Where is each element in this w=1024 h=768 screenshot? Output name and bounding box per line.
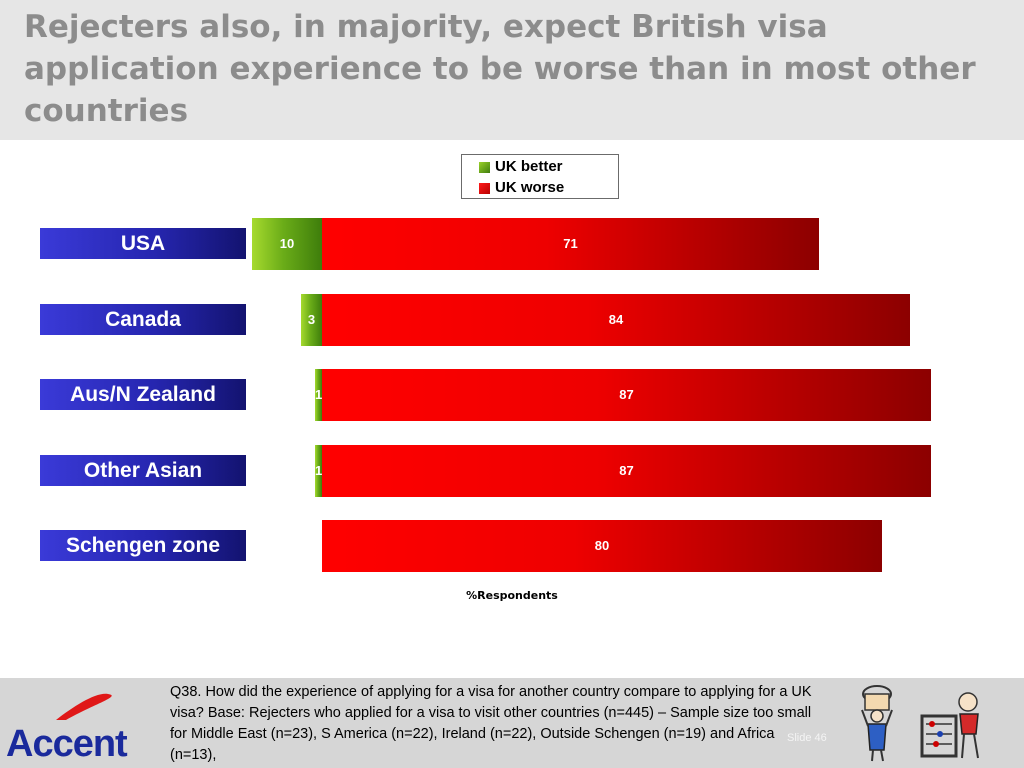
bar-uk-worse [322, 520, 882, 572]
title-banner [0, 0, 1024, 140]
category-label: USA [40, 228, 246, 259]
data-label-uk-better: 1 [315, 387, 323, 402]
data-label-uk-worse: 71 [563, 236, 578, 251]
data-label-uk-worse: 84 [608, 312, 624, 327]
accent-logo [56, 693, 112, 720]
x-axis-label: %Respondents [466, 589, 558, 602]
bar-uk-worse [322, 294, 910, 346]
bar-uk-worse [322, 218, 819, 270]
data-label-uk-better: 3 [307, 312, 316, 327]
legend-swatch-worse [479, 183, 490, 194]
bar-uk-better [301, 294, 322, 346]
page-title: Rejecters also, in majority, expect Brit… [24, 9, 976, 129]
data-label-uk-better: 1 [315, 463, 323, 478]
category-label: Schengen zone [40, 530, 246, 561]
logo-text: Accent [6, 723, 128, 765]
data-label-uk-worse: 87 [619, 463, 634, 478]
bar-uk-better [315, 369, 322, 421]
legend-item-worse: UK worse [479, 178, 565, 198]
person-with-basket-clipart [861, 685, 893, 762]
slide-number: Slide 46 [787, 732, 827, 744]
category-label: Aus/N Zealand [40, 379, 246, 410]
data-label-uk-worse: 87 [619, 387, 634, 402]
data-label-uk-worse: 80 [594, 538, 610, 553]
legend-label-better: UK better [495, 158, 563, 175]
bar-uk-better [252, 218, 322, 270]
footnote: Q38. How did the experience of applying … [170, 684, 812, 763]
legend-label-worse: UK worse [495, 179, 565, 196]
bar-uk-worse [322, 445, 931, 497]
legend-item-better: UK better [479, 157, 563, 177]
category-label: Other Asian [40, 455, 246, 486]
footer-band [0, 678, 1024, 768]
bar-uk-worse [322, 369, 931, 421]
person-with-abacus-clipart [920, 692, 979, 759]
bar-uk-better [315, 445, 322, 497]
chart-legend: UK better UK worse [461, 154, 619, 199]
data-label-uk-better: 10 [279, 236, 295, 251]
legend-swatch-better [479, 162, 490, 173]
category-label: Canada [40, 304, 246, 335]
